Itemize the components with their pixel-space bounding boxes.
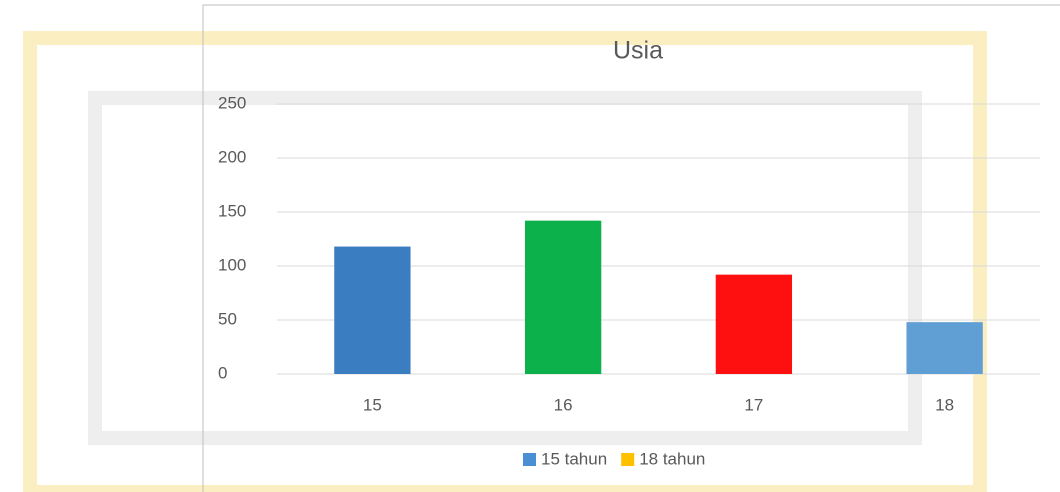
bar xyxy=(524,220,602,374)
chart-border xyxy=(202,4,1060,492)
y-tick-label: 200 xyxy=(218,147,246,166)
x-tick-label: 18 xyxy=(935,395,954,414)
bar xyxy=(906,322,983,374)
y-tick-label: 50 xyxy=(218,309,237,328)
legend-label: 18 tahun xyxy=(639,449,705,468)
y-tick-label: 150 xyxy=(218,201,246,220)
legend-label: 15 tahun xyxy=(541,449,607,468)
y-tick-label: 100 xyxy=(218,255,246,274)
legend-swatch xyxy=(621,453,635,466)
x-tick-label: 17 xyxy=(744,395,763,414)
bar xyxy=(334,246,411,374)
y-tick-label: 250 xyxy=(218,93,246,112)
watermark-frame xyxy=(23,31,987,492)
legend-swatch xyxy=(523,453,536,466)
x-tick-label: 16 xyxy=(554,395,573,414)
watermark-inner xyxy=(88,91,922,445)
bar xyxy=(715,274,793,374)
x-tick-label: 15 xyxy=(363,395,382,414)
chart-title: Usia xyxy=(613,37,663,65)
y-tick-label: 0 xyxy=(218,363,227,382)
